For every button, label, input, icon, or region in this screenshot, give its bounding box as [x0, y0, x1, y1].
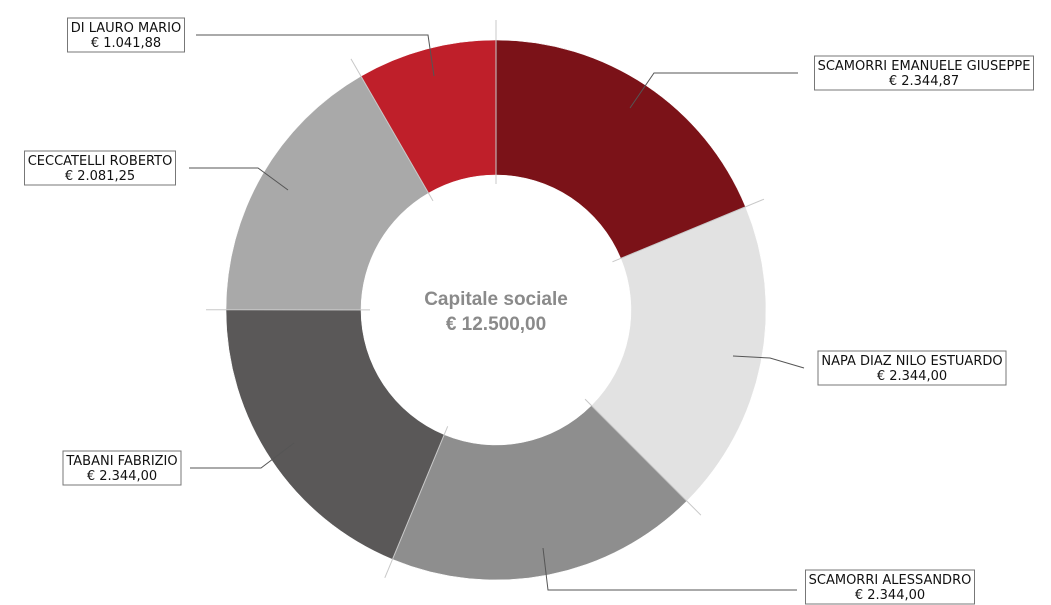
- slice-name: CECCATELLI ROBERTO: [28, 154, 173, 169]
- slice-tabani-fabrizio: [225, 309, 445, 560]
- leader-line: [190, 442, 295, 469]
- slice-divider: [584, 398, 702, 516]
- slice-name: DI LAURO MARIO: [71, 21, 182, 36]
- donut-center: Capitale sociale € 12.500,00: [424, 289, 568, 335]
- label-box: [817, 350, 1007, 386]
- slice-ceccatelli-roberto: [225, 75, 429, 311]
- slice-divider: [350, 58, 434, 202]
- label-box: [62, 450, 182, 486]
- slice-name: NAPA DIAZ NILO ESTUARDO: [821, 354, 1002, 369]
- slice-dividers: [205, 20, 765, 579]
- slice-labels: SCAMORRI EMANUELE GIUSEPPE€ 2.344,87 NAPA…: [24, 17, 1034, 605]
- label-box: [67, 17, 185, 53]
- slice-label: SCAMORRI EMANUELE GIUSEPPE€ 2.344,87: [814, 55, 1034, 91]
- slice-scamorri-alessandro: [392, 405, 688, 581]
- slice-name: SCAMORRI EMANUELE GIUSEPPE: [818, 59, 1031, 74]
- label-box: [805, 569, 975, 605]
- label-box: [814, 55, 1034, 91]
- slice-label: CECCATELLI ROBERTO€ 2.081,25: [24, 150, 176, 186]
- slice-napa-diaz-nilo-estuardo: [591, 206, 767, 502]
- slice-value: € 2.344,87: [889, 74, 959, 89]
- slice-label: TABANI FABRIZIO€ 2.344,00: [62, 450, 182, 486]
- slice-label: SCAMORRI ALESSANDRO€ 2.344,00: [805, 569, 975, 605]
- slice-value: € 2.344,00: [87, 469, 157, 484]
- leader-line: [732, 355, 805, 369]
- leader-line: [542, 547, 797, 591]
- center-title: Capitale sociale: [424, 289, 568, 310]
- slice-label: DI LAURO MARIO€ 1.041,88: [67, 17, 185, 53]
- slice-value: € 2.344,00: [855, 588, 925, 603]
- slice-scamorri-emanuele-giuseppe: [495, 39, 746, 259]
- center-total: € 12.500,00: [446, 314, 546, 335]
- slice-name: TABANI FABRIZIO: [65, 454, 177, 469]
- label-box: [24, 150, 176, 186]
- leader-lines: [189, 34, 805, 591]
- slice-divider: [612, 198, 765, 263]
- slice-name: SCAMORRI ALESSANDRO: [809, 573, 972, 588]
- slice-label: NAPA DIAZ NILO ESTUARDO€ 2.344,00: [817, 350, 1007, 386]
- leader-line: [196, 34, 435, 77]
- slice-value: € 2.344,00: [877, 369, 947, 384]
- leader-line: [629, 72, 798, 109]
- slice-value: € 1.041,88: [91, 36, 161, 51]
- donut-slices: [225, 39, 767, 581]
- slice-value: € 2.081,25: [65, 169, 135, 184]
- slice-divider: [384, 426, 449, 579]
- leader-line: [189, 167, 289, 191]
